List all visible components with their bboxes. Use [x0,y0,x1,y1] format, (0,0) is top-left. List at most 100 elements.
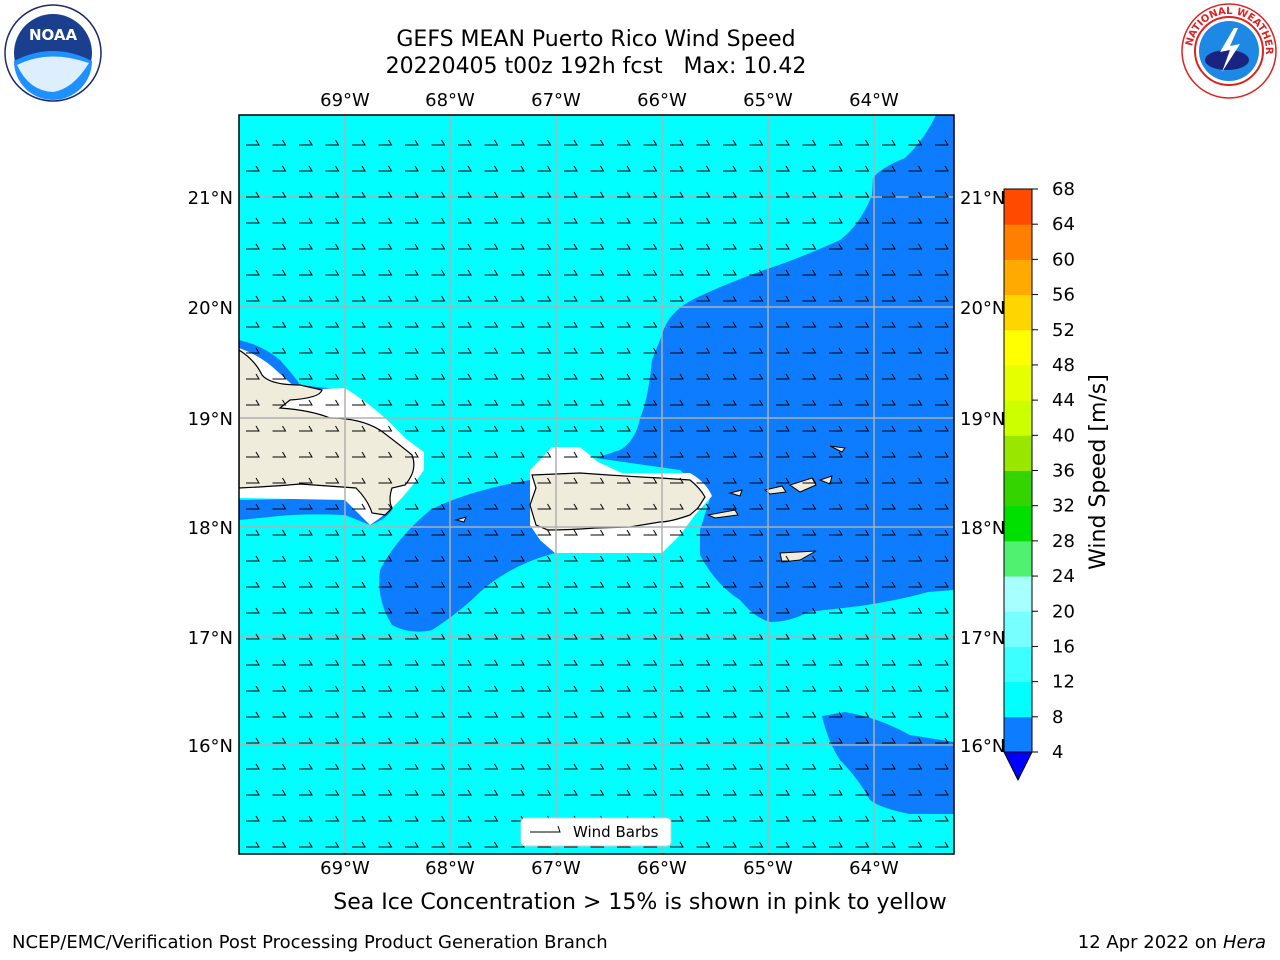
wind-barb [829,425,843,432]
wind-barb [325,503,340,510]
lat-label-left: 17°N [188,628,233,649]
wind-barb [299,373,313,380]
wind-barb [484,347,499,354]
wind-barb [431,529,446,536]
wind-barb [617,555,631,562]
wind-barb [299,581,313,588]
wind-barb [908,555,923,562]
wind-barb [723,347,737,354]
wind-barb [935,789,949,796]
wind-barb [776,425,790,432]
wind-barb [431,191,446,198]
wind-barb [882,399,896,406]
wind-barb [537,243,552,250]
wind-barb [696,321,711,328]
wind-barb [908,607,923,614]
wind-barb [537,711,552,718]
wind-barb [802,633,817,640]
wind-barb [802,685,817,692]
wind-barb [908,321,923,328]
wind-barb [352,763,366,770]
wind-barb [590,711,605,718]
wind-barb [325,607,340,614]
wind-barb [352,529,366,536]
wind-barb [405,685,419,692]
lon-label-bottom: 68°W [425,858,475,879]
wind-barb [246,555,260,562]
wind-barb [855,555,870,562]
nws-logo: NATIONAL WEATHER SERVICE [1180,2,1277,99]
wind-barb [537,373,552,380]
wind-barb [908,451,923,458]
wind-barb [855,581,870,588]
wind-barb [458,477,472,484]
wind-barb [378,711,393,718]
lat-label-right: 21°N [960,188,1005,209]
wind-barb [325,763,340,770]
wind-barb [829,737,843,744]
wind-barb [511,373,525,380]
wind-barb [829,295,843,302]
wind-barb [325,711,340,718]
wind-barb [855,841,870,848]
wind-barb [855,321,870,328]
wind-barb [431,581,446,588]
wind-barb [882,607,896,614]
wind-barb [802,607,817,614]
wind-barb [590,477,605,484]
wind-barb [617,243,631,250]
wind-barb [829,685,843,692]
wind-barb [564,503,578,510]
wind-barb [484,477,499,484]
wind-barb [458,529,472,536]
colorbar-segment [1004,400,1032,436]
wind-barb [325,789,340,796]
wind-barb [855,633,870,640]
wind-barb [405,243,419,250]
wind-barb [325,295,340,302]
wind-barb [246,269,260,276]
wind-barb [802,555,817,562]
wind-barb [246,477,260,484]
wind-barb [352,477,366,484]
colorbar-tick-label: 28 [1052,531,1075,552]
wind-barb [617,763,631,770]
wind-barb [325,139,340,146]
wind-barb [882,503,896,510]
lat-label-left: 18°N [188,518,233,539]
wind-barb [537,321,552,328]
wind-barb [696,841,711,848]
wind-barb [802,243,817,250]
credit-text: NCEP/EMC/Verification Post Processing Pr… [12,932,608,953]
wind-barb [458,399,472,406]
wind-barb [776,607,790,614]
wind-barb [299,659,313,666]
colorbar-segment [1004,329,1032,366]
wind-barb [405,503,419,510]
wind-barb [325,737,340,744]
wind-barb [246,815,260,822]
wind-barb [802,425,817,432]
wind-barb [378,321,393,328]
wind-barb [405,165,419,172]
wind-barb [246,139,260,146]
wind-barb [670,633,684,640]
wind-barb [564,321,578,328]
lon-label-top: 69°W [320,90,370,111]
wind-barb [802,841,817,848]
wind-barb [325,659,340,666]
wind-barb [537,347,552,354]
wind-barb [352,425,366,432]
wind-barb [802,789,817,796]
wind-barb [935,503,949,510]
colorbar-tick-label: 68 [1052,179,1075,200]
wind-barb [696,711,711,718]
wind-barb [352,789,366,796]
wind-barb [696,581,711,588]
wind-barb [458,295,472,302]
wind-barb [802,269,817,276]
wind-barb [246,295,260,302]
wind-barb [352,191,366,198]
wind-barb [378,529,393,536]
wind-barb [325,165,340,172]
